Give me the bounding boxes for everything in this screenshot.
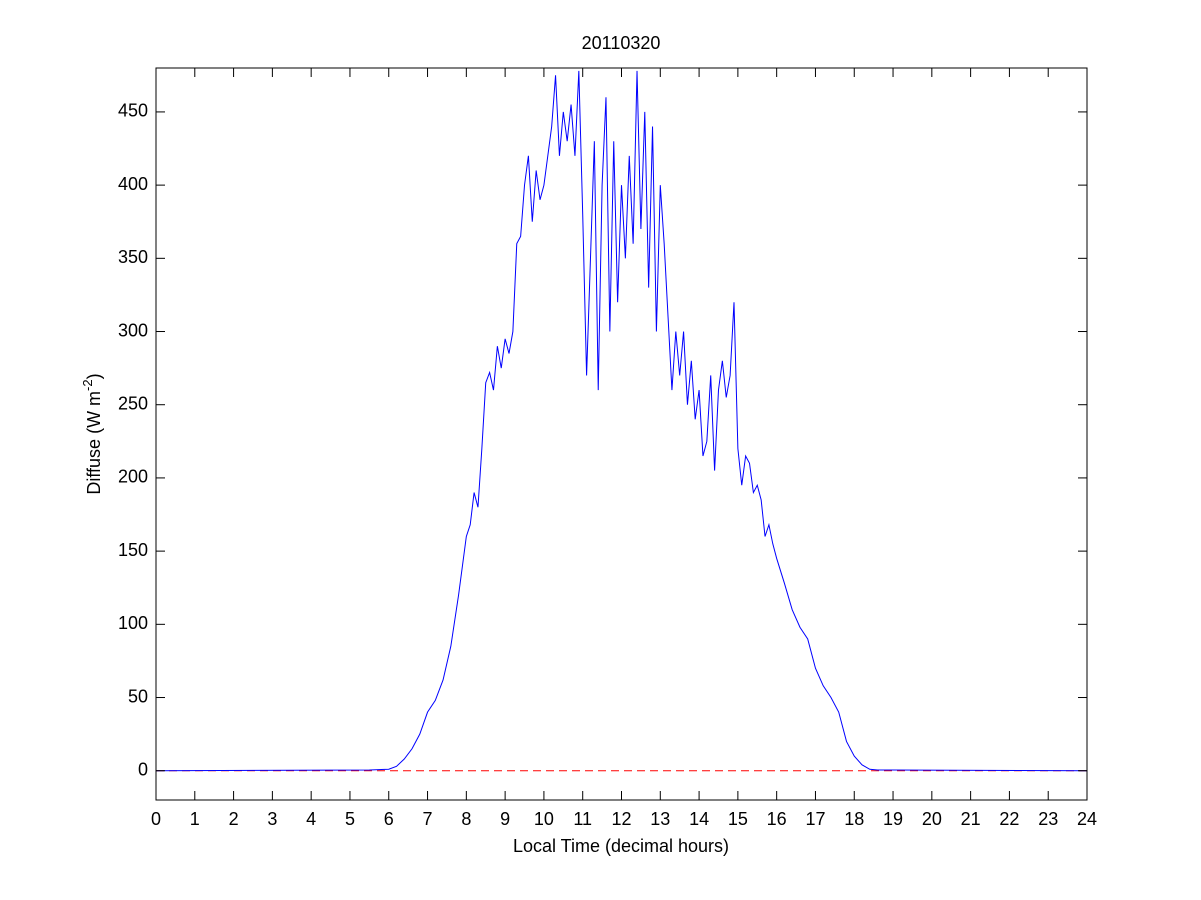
y-tick-label: 300	[118, 320, 148, 340]
y-tick-label: 150	[118, 540, 148, 560]
x-tick-label: 17	[805, 809, 825, 829]
x-tick-label: 6	[384, 809, 394, 829]
x-tick-label: 13	[650, 809, 670, 829]
y-label-text: Diffuse (W m	[84, 391, 104, 495]
x-tick-label: 14	[689, 809, 709, 829]
x-tick-label: 8	[461, 809, 471, 829]
x-tick-label: 5	[345, 809, 355, 829]
x-tick-label: 10	[534, 809, 554, 829]
y-tick-label: 350	[118, 247, 148, 267]
x-tick-label: 2	[229, 809, 239, 829]
chart-title: 20110320	[582, 33, 661, 53]
data-line	[155, 70, 1088, 772]
y-tick-label: 0	[138, 759, 148, 779]
x-tick-label: 20	[922, 809, 942, 829]
x-tick-label: 1	[190, 809, 200, 829]
x-tick-label: 11	[573, 809, 592, 829]
x-tick-label: 15	[728, 809, 748, 829]
x-tick-label: 3	[267, 809, 277, 829]
x-tick-label: 21	[961, 809, 981, 829]
y-tick-label: 450	[118, 101, 148, 121]
y-tick-label: 50	[128, 686, 148, 706]
x-tick-label: 19	[883, 809, 903, 829]
x-tick-label: 9	[500, 809, 510, 829]
y-axis-label: Diffuse (W m-2)	[80, 373, 104, 494]
x-axis-label: Local Time (decimal hours)	[513, 836, 729, 856]
x-tick-label: 4	[306, 809, 316, 829]
x-tick-label: 22	[999, 809, 1019, 829]
x-tick-label: 0	[151, 809, 161, 829]
x-tick-label: 12	[611, 809, 631, 829]
x-tick-label: 23	[1038, 809, 1058, 829]
y-tick-label: 200	[118, 467, 148, 487]
y-tick-label: 250	[118, 393, 148, 413]
x-tick-label: 7	[423, 809, 433, 829]
y-tick-label: 100	[118, 613, 148, 633]
x-tick-label: 24	[1077, 809, 1097, 829]
x-tick-label: 18	[844, 809, 864, 829]
x-tick-label: 16	[767, 809, 787, 829]
y-label-superscript: -2	[80, 379, 95, 391]
y-tick-label: 400	[118, 174, 148, 194]
y-label-suffix: )	[84, 373, 104, 379]
